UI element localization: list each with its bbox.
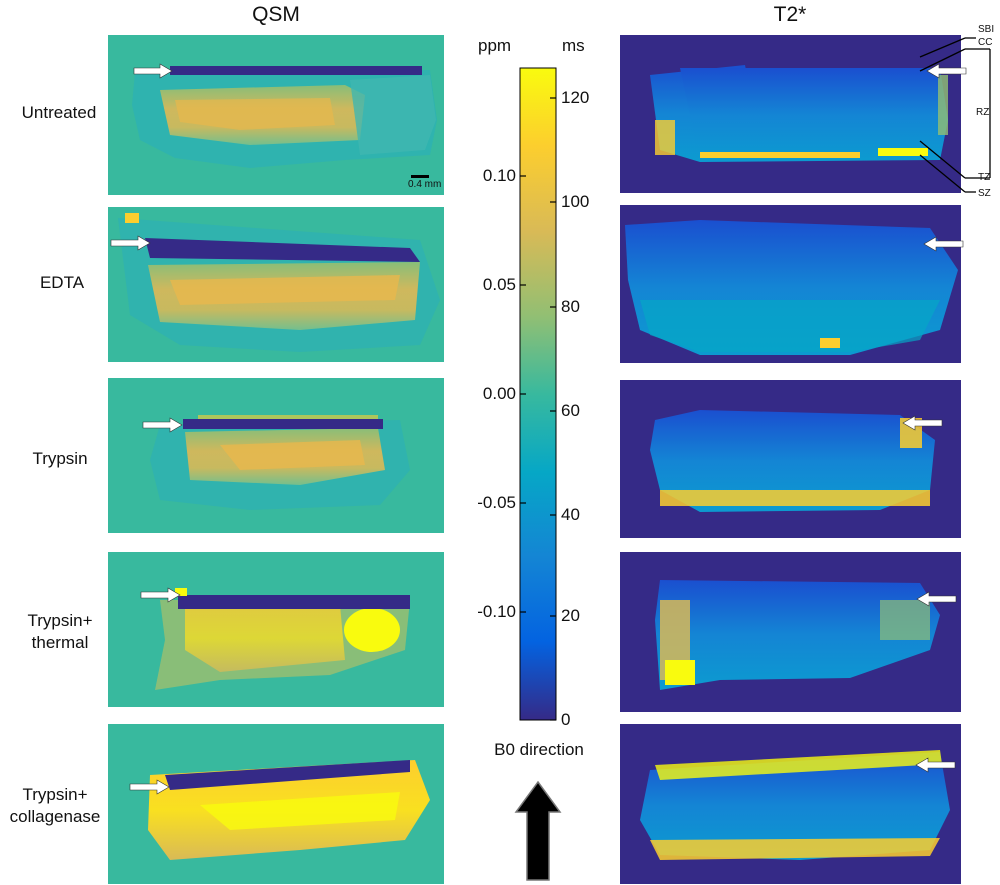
arrow-icon (926, 63, 967, 79)
t2star-image-trypsin-collagenase (620, 724, 961, 884)
arrow-icon (110, 235, 151, 251)
qsm-column (108, 35, 444, 884)
b0-direction-label: B0 direction (494, 740, 584, 759)
colorbar-unit-ms: ms (562, 36, 585, 55)
t2star-image-trypsin-thermal (620, 552, 961, 712)
qsm-image-trypsin-thermal (108, 552, 444, 707)
ms-tick-label: 40 (561, 505, 580, 524)
zone-bracket (919, 37, 991, 193)
arrow-icon (140, 587, 181, 603)
qsm-image-trypsin-collagenase (108, 724, 444, 884)
zone-label-sbi: SBI (978, 24, 995, 35)
zone-label-rz: RZ (976, 107, 990, 118)
ms-tick-label: 0 (561, 710, 571, 729)
t2star-column-title: T2* (773, 3, 807, 26)
row-label-trypsin: Trypsin (32, 449, 88, 468)
colorbar-unit-ppm: ppm (478, 36, 512, 55)
t2star-image-untreated (620, 35, 961, 193)
zone-label-sz: SZ (978, 188, 991, 199)
row-label-untreated: Untreated (21, 103, 97, 122)
row-label-trypsin-thermal: Trypsin+ thermal (27, 611, 93, 652)
ppm-tick-label: 0.00 (482, 384, 516, 403)
qsm-image-edta (108, 207, 444, 362)
t2star-image-edta (620, 205, 961, 363)
zone-label-cc: CC (978, 37, 993, 48)
arrow-markers (110, 63, 967, 795)
zone-label-tz: TZ (978, 172, 991, 183)
t2star-image-trypsin (620, 380, 961, 538)
arrow-icon (915, 757, 956, 773)
qsm-image-trypsin (108, 378, 444, 533)
arrow-icon (129, 779, 170, 795)
colorbar-ticks (520, 97, 556, 721)
qsm-image-untreated (108, 35, 444, 195)
arrow-icon (916, 591, 957, 607)
ms-tick-label: 100 (561, 192, 590, 211)
arrow-icon (923, 236, 964, 252)
scale-bar-label: 0.4 mm (408, 179, 442, 190)
scale-bar (411, 175, 429, 178)
ppm-tick-label: -0.10 (477, 602, 516, 621)
ms-tick-label: 80 (561, 297, 580, 316)
b0-arrow-icon (514, 780, 562, 881)
arrow-icon (902, 415, 943, 431)
row-label-trypsin-collagenase: Trypsin+ collagenase (9, 785, 101, 826)
ms-tick-label: 120 (561, 88, 590, 107)
arrow-icon (133, 63, 173, 79)
qsm-column-title: QSM (252, 3, 300, 26)
row-label-edta: EDTA (39, 273, 85, 292)
arrow-icon (142, 417, 183, 433)
ppm-tick-label: -0.05 (477, 493, 516, 512)
ppm-tick-label: 0.10 (482, 166, 516, 185)
ms-tick-label: 60 (561, 401, 580, 420)
ms-tick-label: 20 (561, 606, 580, 625)
t2star-column (620, 35, 961, 884)
ppm-tick-label: 0.05 (482, 275, 516, 294)
